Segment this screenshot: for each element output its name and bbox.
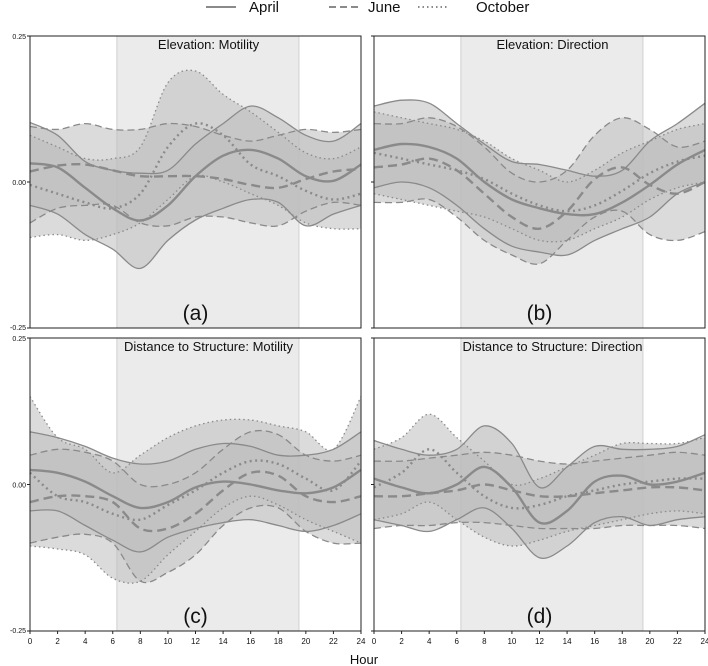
legend-entry-june[interactable]: June: [329, 0, 401, 16]
mean-line-october: [373, 448, 706, 510]
band-lower-june: [29, 504, 362, 584]
x-tick-label: 20: [301, 637, 310, 646]
panel-a: 0.25 0.00 -0.25 Elevation: Motility (a): [10, 34, 362, 332]
mean-line-april: [29, 148, 362, 222]
mean-line-june: [29, 162, 362, 190]
legend-label-april: April: [249, 0, 279, 16]
band-upper-april: [29, 105, 362, 175]
mean-line-october: [373, 151, 706, 213]
x-tick-label: 16: [590, 637, 599, 646]
band-upper-october: [29, 396, 362, 474]
band-october: [374, 111, 705, 242]
band-upper-october: [29, 69, 362, 161]
band-lower-october: [373, 501, 706, 547]
band-october: [30, 396, 361, 584]
legend-label-june: June: [368, 0, 401, 16]
panel-label: (c): [183, 605, 208, 628]
mean-line-june: [373, 157, 706, 230]
x-tick-label: 14: [219, 637, 228, 646]
band-lower-june: [373, 521, 706, 530]
x-tick-label: 8: [138, 637, 143, 646]
band-upper-june: [373, 451, 706, 465]
x-axis-label: Hour: [350, 652, 379, 666]
band-lower-april: [373, 181, 706, 257]
band-upper-june: [373, 117, 706, 183]
y-tick-label: 0.00: [12, 180, 26, 187]
band-upper-june: [29, 429, 362, 488]
panel-label: (b): [527, 302, 553, 325]
x-tick-label: 18: [618, 637, 627, 646]
band-october: [374, 414, 705, 547]
band-lower-june: [29, 201, 362, 227]
x-tick-label: 22: [673, 637, 682, 646]
band-lower-october: [373, 181, 706, 243]
x-tick-label: 20: [645, 637, 654, 646]
y-tick-label: 0.25: [12, 34, 26, 41]
x-tick-label: 24: [701, 637, 708, 646]
x-tick-label: 16: [246, 637, 255, 646]
panels: 0.25 0.00 -0.25 Elevation: Motility (a) Eleva…: [10, 34, 708, 646]
mean-line-june: [29, 470, 362, 533]
y-tick-label: -0.25: [10, 628, 26, 635]
x-tick-label: 2: [399, 637, 404, 646]
x-tick-label: 22: [329, 637, 338, 646]
y-tick-label: 0.00: [12, 483, 26, 490]
band-october: [30, 70, 361, 241]
legend-entry-april[interactable]: April: [206, 0, 279, 16]
x-tick-label: 0: [372, 637, 377, 646]
x-tick-label: 10: [507, 637, 516, 646]
x-tick-label: 6: [111, 637, 116, 646]
x-tick-label: 12: [191, 637, 200, 646]
x-tick-label: 0: [28, 637, 33, 646]
x-tick-label: 14: [563, 637, 572, 646]
band-upper-june: [29, 122, 362, 142]
legend: April June October: [206, 0, 529, 16]
x-tick-label: 18: [274, 637, 283, 646]
panel-label: (a): [183, 302, 209, 325]
panel-b: Elevation: Direction (b): [371, 35, 706, 329]
y-tick-label: -0.25: [10, 325, 26, 332]
band-upper-april: [373, 99, 706, 177]
panel-title: Distance to Structure: Direction: [463, 339, 643, 354]
x-tick-label: 4: [427, 637, 432, 646]
band-lower-june: [373, 198, 706, 265]
x-tick-label: 6: [455, 637, 460, 646]
band-upper-april: [373, 425, 706, 489]
panel-title: Elevation: Motility: [158, 37, 260, 52]
band-lower-april: [29, 198, 362, 270]
x-tick-label: 10: [163, 637, 172, 646]
x-tick-label: 2: [55, 637, 60, 646]
mean-line-october: [29, 122, 362, 210]
panel-c: 0.250.00-0.250 2 4 6 8 10 12 14 16 18 20 22 24Distan…: [10, 336, 366, 646]
panel-title: Distance to Structure: Motility: [124, 339, 294, 354]
legend-entry-october[interactable]: October: [418, 0, 529, 16]
x-tick-label: 12: [535, 637, 544, 646]
x-tick-label: 8: [482, 637, 487, 646]
x-tick-label: 4: [83, 637, 88, 646]
mean-line-april: [29, 468, 362, 510]
mean-line-april: [373, 465, 706, 525]
x-tick-label: 24: [357, 637, 366, 646]
y-tick-label: 0.25: [12, 336, 26, 343]
legend-label-october: October: [476, 0, 529, 16]
panel-title: Elevation: Direction: [497, 37, 609, 52]
panel-label: (d): [527, 605, 553, 628]
